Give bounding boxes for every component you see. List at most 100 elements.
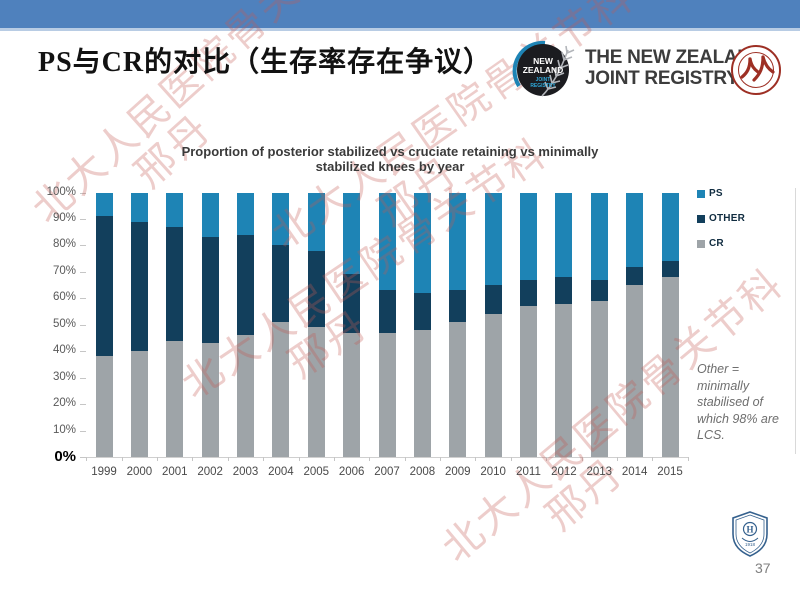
legend-swatch-cr <box>697 239 705 248</box>
x-axis-label: 2002 <box>197 466 223 478</box>
y-axis-tick-label: 80% <box>52 238 76 251</box>
shield-inner-outline <box>735 514 765 554</box>
bar-segment-ps-2008 <box>413 192 431 293</box>
chart-title: Proportion of posterior stabilized vs cr… <box>85 144 695 174</box>
x-axis-tick <box>369 457 371 461</box>
x-axis-tick <box>263 457 265 461</box>
bar-segment-ps-2003 <box>237 192 254 235</box>
bar-segment-other-2012 <box>555 277 573 304</box>
bar-segment-cr-1999 <box>95 356 113 457</box>
bar-segment-cr-2011 <box>520 306 537 457</box>
bar-segment-cr-2001 <box>166 340 184 457</box>
chart-frame-border <box>795 188 796 454</box>
x-axis-label: 2000 <box>126 466 153 478</box>
top-accent-bar <box>0 0 800 28</box>
y-axis-tick <box>80 324 86 326</box>
bar-segment-cr-2002 <box>201 343 219 457</box>
bar-segment-ps-2009 <box>449 192 467 291</box>
silver-fern-icon <box>541 45 575 97</box>
y-axis-tick <box>80 218 86 220</box>
nz-logo-text-zealand: ZEALAND <box>523 65 564 75</box>
shield-monogram: H <box>746 525 753 535</box>
x-axis-tick <box>333 457 335 461</box>
x-axis-label: 2003 <box>232 466 259 478</box>
page-number: 37 <box>755 560 771 576</box>
x-axis-label: 2013 <box>586 466 613 478</box>
legend-item-cr: CR <box>697 238 724 249</box>
shield-circle <box>742 521 758 537</box>
y-axis-tick-label: 20% <box>52 397 76 410</box>
y-axis-tick <box>80 298 86 300</box>
x-axis-label: 2011 <box>516 466 541 478</box>
bar-segment-cr-2007 <box>378 332 396 457</box>
bar-segment-cr-2012 <box>555 303 573 457</box>
shield-outline <box>732 511 768 557</box>
bar-segment-other-2009 <box>449 290 467 323</box>
watermark-text: 北大人民医院骨关节科 邢丹 <box>173 129 556 408</box>
x-axis-label: 2009 <box>444 466 471 478</box>
x-axis-label: 2005 <box>303 466 330 478</box>
bar-segment-other-2004 <box>272 245 290 323</box>
x-axis-label: 2001 <box>161 466 188 478</box>
x-axis-tick <box>298 457 300 461</box>
bar-segment-cr-2003 <box>237 335 254 457</box>
bar-segment-other-2007 <box>378 290 396 333</box>
x-axis-label: 2004 <box>268 466 294 478</box>
y-axis-tick <box>80 192 86 194</box>
y-axis-tick-label: 10% <box>52 423 76 436</box>
x-axis-tick <box>652 457 654 461</box>
bar-segment-cr-2010 <box>484 314 502 457</box>
peking-university-logo <box>730 44 782 96</box>
x-axis-label: 2012 <box>551 466 577 478</box>
legend-item-ps: PS <box>697 188 723 199</box>
x-axis-label: 2008 <box>409 466 436 478</box>
bar-segment-cr-2000 <box>130 351 148 457</box>
bar-segment-other-1999 <box>95 216 113 357</box>
bar-segment-ps-2007 <box>378 192 396 291</box>
x-axis-label: 2014 <box>621 466 648 478</box>
seal-emblem <box>740 55 775 82</box>
bar-segment-other-2003 <box>237 234 254 336</box>
registry-wordmark-line2: JOINT REGISTRY <box>585 68 739 89</box>
bar-segment-ps-2006 <box>343 192 361 275</box>
legend-label-cr: CR <box>709 238 724 249</box>
bar-segment-ps-2010 <box>484 192 502 286</box>
x-axis-tick <box>192 457 194 461</box>
bar-segment-other-2014 <box>626 266 644 286</box>
bar-segment-ps-2012 <box>555 192 573 278</box>
x-axis-tick <box>86 457 88 461</box>
bar-segment-cr-2009 <box>449 322 467 457</box>
y-axis-tick-label: 90% <box>52 211 76 224</box>
x-axis-label: 2006 <box>338 466 365 478</box>
peking-university-seal <box>731 45 781 95</box>
legend-swatch-other <box>697 214 705 223</box>
registry-wordmark-line1: THE NEW ZEALAND <box>585 47 765 68</box>
x-axis-line <box>86 457 688 458</box>
x-axis-tick <box>616 457 618 461</box>
y-axis-tick <box>80 271 86 273</box>
bar-segment-other-2013 <box>590 279 608 301</box>
x-axis-label: 1999 <box>91 466 117 478</box>
x-axis-tick <box>121 457 123 461</box>
logo-black-circle <box>517 44 569 96</box>
chart-title-line2: stabilized knees by year <box>315 159 465 174</box>
bar-segment-ps-1999 <box>95 192 113 217</box>
bar-segment-other-2001 <box>166 226 184 341</box>
x-axis-tick <box>404 457 406 461</box>
x-axis-label: 2007 <box>374 466 400 478</box>
bar-segment-ps-2013 <box>590 192 608 280</box>
shield-year: 1918 <box>745 542 756 547</box>
x-axis-tick <box>227 457 229 461</box>
bar-segment-ps-2014 <box>626 192 644 267</box>
legend-label-ps: PS <box>709 188 723 199</box>
x-axis-tick <box>687 457 689 461</box>
bar-segment-cr-2005 <box>307 327 325 457</box>
top-accent-line <box>0 28 800 31</box>
y-axis-tick <box>80 404 86 406</box>
bar-segment-other-2000 <box>130 221 148 352</box>
legend-label-other: OTHER <box>709 213 745 224</box>
y-axis-tick <box>80 245 86 247</box>
bar-segment-cr-2006 <box>343 332 361 457</box>
bar-segment-other-2006 <box>343 274 361 333</box>
x-axis-tick <box>440 457 442 461</box>
